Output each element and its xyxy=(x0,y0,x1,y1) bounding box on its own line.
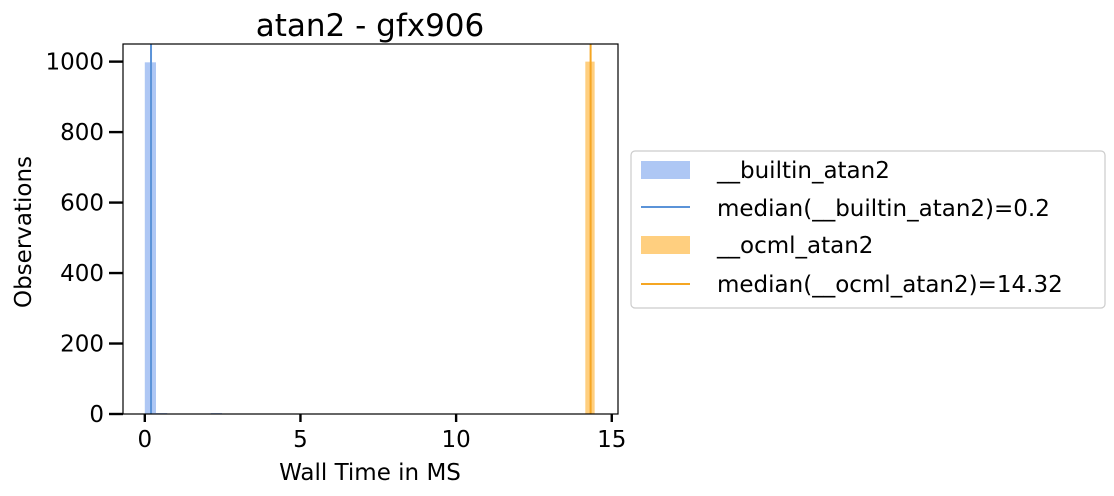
y-tick-label: 200 xyxy=(60,332,104,358)
legend-label-builtin-median: median(__builtin_atan2)=0.2 xyxy=(717,196,1050,222)
x-tick-label: 15 xyxy=(597,427,626,453)
legend: __builtin_atan2 median(__builtin_atan2)=… xyxy=(630,150,1106,309)
legend-box xyxy=(630,150,1106,309)
y-axis-label: Observations xyxy=(11,156,37,308)
legend-label-ocml-median: median(__ocml_atan2)=14.32 xyxy=(717,272,1063,298)
x-axis-ticks: 0 5 10 15 xyxy=(137,414,626,453)
x-tick-label: 0 xyxy=(137,427,152,453)
x-axis-label: Wall Time in MS xyxy=(279,460,461,486)
y-tick-label: 400 xyxy=(60,261,104,287)
histogram-bars xyxy=(144,61,595,414)
legend-label-ocml: __ocml_atan2 xyxy=(716,233,873,259)
y-tick-label: 800 xyxy=(60,120,104,146)
chart-title: atan2 - gfx906 xyxy=(256,8,485,44)
legend-swatch-builtin xyxy=(641,161,690,179)
legend-swatch-ocml xyxy=(641,236,690,254)
x-tick-label: 5 xyxy=(293,427,308,453)
y-tick-label: 0 xyxy=(89,402,104,428)
y-axis-ticks: 0 200 400 600 800 1000 xyxy=(45,50,123,428)
median-lines xyxy=(150,44,592,414)
y-tick-label: 600 xyxy=(60,191,104,217)
plot-frame xyxy=(122,43,619,415)
legend-label-builtin: __builtin_atan2 xyxy=(716,158,890,184)
y-tick-label: 1000 xyxy=(45,50,104,76)
x-tick-label: 10 xyxy=(441,427,470,453)
